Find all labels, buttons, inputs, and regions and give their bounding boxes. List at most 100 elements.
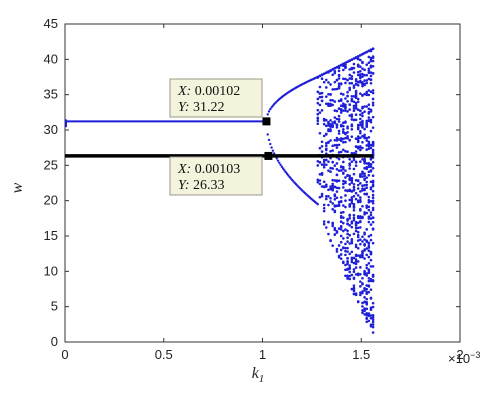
tooltip-lower-x: X: 0.00103 <box>177 162 240 177</box>
blue-chaos-point <box>371 184 375 188</box>
blue-chaos-point <box>354 226 358 230</box>
blue-chaos-point <box>356 300 360 303</box>
blue-chaos-point <box>329 83 332 86</box>
blue-chaos-point <box>365 122 369 125</box>
blue-chaos-point <box>348 138 352 142</box>
blue-chaos-point <box>346 259 349 263</box>
blue-chaos-point <box>322 158 326 162</box>
blue-chaos-point <box>342 179 345 183</box>
blue-chaos-point <box>365 73 369 77</box>
blue-chaos-point <box>344 205 347 209</box>
blue-point-upper <box>266 113 269 116</box>
blue-chaos-point <box>342 104 345 107</box>
blue-chaos-point <box>369 217 373 220</box>
blue-chaos-point <box>337 129 341 133</box>
blue-chaos-point <box>371 166 375 170</box>
blue-chaos-point <box>346 174 349 177</box>
blue-chaos-point <box>367 89 371 92</box>
blue-chaos-point <box>363 136 366 140</box>
blue-chaos-point <box>346 150 349 154</box>
blue-chaos-point <box>331 207 334 211</box>
blue-chaos-point <box>352 167 356 171</box>
blue-point-lower <box>271 149 275 152</box>
blue-chaos-point <box>361 84 364 88</box>
blue-chaos-point <box>369 129 373 133</box>
blue-chaos-point <box>367 269 371 272</box>
blue-chaos-point <box>367 61 371 65</box>
blue-chaos-point <box>342 237 345 240</box>
blue-chaos-point <box>331 149 334 152</box>
blue-chaos-point <box>369 314 373 317</box>
blue-chaos-point <box>365 240 369 243</box>
blue-chaos-point <box>356 73 360 77</box>
blue-chaos-point <box>331 144 334 148</box>
blue-chaos-point <box>371 314 375 317</box>
blue-chaos-point <box>359 242 362 246</box>
blue-chaos-point <box>348 264 352 267</box>
blue-chaos-point <box>365 287 369 291</box>
blue-chaos-point <box>337 186 341 190</box>
blue-chaos-point <box>325 141 328 145</box>
blue-chaos-point <box>318 131 322 135</box>
blue-chaos-point <box>352 270 356 274</box>
blue-chaos-point <box>363 287 366 290</box>
blue-chaos-point <box>365 144 369 147</box>
blue-chaos-point <box>361 111 364 115</box>
blue-point-lower <box>269 142 272 146</box>
blue-chaos-point <box>350 97 354 101</box>
blue-chaos-point <box>365 253 369 257</box>
blue-chaos-point <box>327 232 330 236</box>
blue-chaos-point <box>337 227 341 230</box>
blue-chaos-point <box>365 266 369 270</box>
blue-chaos-point <box>327 188 330 192</box>
blue-chaos-point <box>352 71 356 74</box>
blue-chaos-point <box>371 101 375 105</box>
blue-chaos-point <box>365 79 369 82</box>
blue-chaos-edge <box>316 75 320 79</box>
blue-chaos-point <box>346 94 349 98</box>
blue-chaos-edge <box>356 54 360 58</box>
blue-chaos-point <box>348 242 352 245</box>
blue-chaos-point <box>363 174 366 178</box>
blue-chaos-point <box>331 244 334 247</box>
blue-chaos-point <box>365 183 369 187</box>
blue-chaos-point <box>369 65 373 69</box>
blue-chaos-point <box>371 193 375 197</box>
blue-chaos-point <box>359 136 362 140</box>
blue-chaos-point <box>348 81 352 85</box>
blue-chaos-point <box>365 307 369 311</box>
blue-chaos-point <box>356 127 360 131</box>
blue-chaos-point <box>316 159 320 163</box>
blue-chaos-point <box>356 135 360 138</box>
blue-chaos-point <box>331 121 334 124</box>
blue-chaos-point <box>329 128 332 131</box>
blue-chaos-point <box>371 91 375 95</box>
blue-chaos-point <box>371 141 375 145</box>
blue-chaos-point <box>344 103 347 107</box>
blue-chaos-point <box>325 118 328 122</box>
blue-chaos-point <box>348 114 352 117</box>
blue-chaos-point <box>367 174 371 177</box>
blue-chaos-point <box>356 83 360 87</box>
blue-chaos-point <box>344 77 347 81</box>
blue-chaos-point <box>371 97 375 101</box>
blue-chaos-point <box>339 257 343 260</box>
blue-chaos-point <box>352 289 356 293</box>
blue-chaos-point <box>367 205 371 209</box>
blue-chaos-point <box>344 194 347 197</box>
blue-chaos-point <box>354 79 358 83</box>
blue-chaos-point <box>318 195 322 199</box>
blue-chaos-point <box>333 138 337 142</box>
blue-chaos-point <box>329 139 332 142</box>
blue-chaos-point <box>359 216 362 220</box>
blue-chaos-point <box>356 57 360 61</box>
blue-chaos-point <box>369 288 373 291</box>
blue-chaos-point <box>337 179 341 183</box>
blue-chaos-point <box>359 117 362 121</box>
blue-chaos-point <box>348 270 352 274</box>
blue-chaos-point <box>352 292 356 296</box>
blue-chaos-point <box>361 255 364 259</box>
blue-chaos-point <box>354 191 358 195</box>
blue-chaos-edge <box>348 59 352 63</box>
